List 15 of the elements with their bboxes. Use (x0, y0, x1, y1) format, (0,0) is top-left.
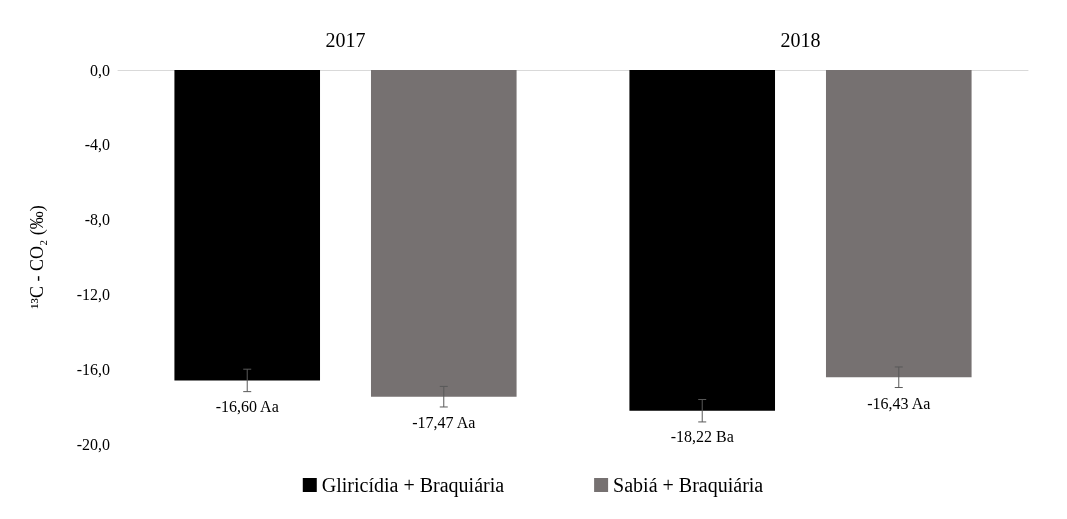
data-label: -16,60 Aa (215, 397, 279, 415)
legend-label: Gliricídia + Braquiária (321, 474, 505, 497)
x-tick-label: 2017 (325, 29, 366, 51)
y-tick-label: 0,0 (90, 61, 110, 79)
data-label: -17,47 Aa (412, 414, 476, 432)
y-tick-label: -8,0 (84, 211, 110, 229)
legend-label: Sabiá + Braquiária (613, 474, 764, 497)
y-tick-label: -16,0 (76, 360, 110, 378)
y-axis-title: ¹³C - CO₂ (‰) (27, 205, 48, 309)
y-tick-label: -20,0 (76, 435, 110, 453)
x-tick-label: 2018 (780, 29, 821, 51)
data-label: -16,43 Aa (867, 394, 931, 412)
y-tick-label: -12,0 (76, 285, 110, 303)
y-tick-label: -4,0 (84, 136, 110, 154)
data-label: -18,22 Ba (670, 428, 734, 446)
